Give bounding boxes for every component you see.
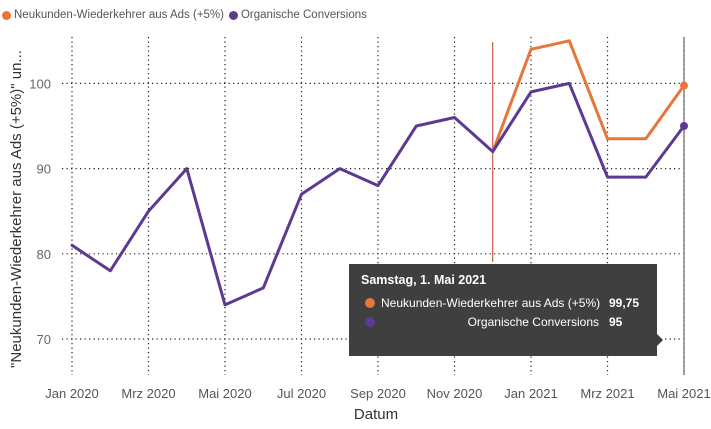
tooltip-label-ads: Neukunden-Wiederkehrer aus Ads (+5%) [381, 295, 601, 310]
tooltip-value-organic: 95 [609, 314, 623, 329]
tooltip-row-ads: Neukunden-Wiederkehrer aus Ads (+5%) 99,… [361, 293, 645, 312]
y-tick-label: 80 [37, 247, 51, 262]
hover-point-ads [680, 81, 688, 90]
series-line-ads [491, 39, 686, 154]
x-axis-title: Datum [354, 406, 398, 423]
legend-dot-organic [228, 10, 238, 20]
x-tick-label: Sep 2020 [350, 386, 406, 401]
chart-legend: Neukunden-Wiederkehrer aus Ads (+5%) Org… [2, 6, 372, 24]
x-tick-label: Jan 2021 [504, 386, 558, 401]
y-tick-label: 90 [37, 162, 51, 177]
tooltip-row-organic: Organische Conversions 95 [361, 312, 645, 331]
x-tick-label: Mai 2021 [657, 386, 710, 401]
x-tick-label: Nov 2020 [427, 386, 483, 401]
tooltip-dot-organic [365, 316, 375, 327]
tooltip-title: Samstag, 1. Mai 2021 [361, 273, 487, 287]
tooltip-dot-ads [365, 297, 375, 308]
tooltip: Samstag, 1. Mai 2021 Neukunden-Wiederkeh… [349, 264, 663, 356]
legend-label-ads: Neukunden-Wiederkehrer aus Ads (+5%) [14, 9, 224, 21]
y-axis-title: "Neukunden-Wiederkehrer aus Ads (+5%)" u… [8, 50, 25, 368]
x-tick-label: Mrz 2021 [580, 386, 634, 401]
hover-point-organic [680, 122, 688, 130]
legend-label-organic: Organische Conversions [240, 9, 367, 21]
y-tick-label: 100 [29, 76, 51, 91]
x-tick-label: Mrz 2020 [121, 386, 175, 401]
x-tick-label: Jan 2020 [45, 386, 99, 401]
tooltip-label-organic: Organische Conversions [467, 314, 599, 329]
legend-item-organic[interactable]: Organische Conversions [228, 9, 367, 21]
tooltip-value-ads: 99,75 [609, 295, 640, 310]
legend-item-ads[interactable]: Neukunden-Wiederkehrer aus Ads (+5%) [2, 9, 224, 21]
x-tick-label: Jul 2020 [277, 386, 326, 401]
series-line-organic [70, 81, 686, 307]
legend-dot-ads [2, 10, 11, 20]
y-tick-label: 70 [37, 332, 51, 347]
x-tick-label: Mai 2020 [198, 386, 251, 401]
